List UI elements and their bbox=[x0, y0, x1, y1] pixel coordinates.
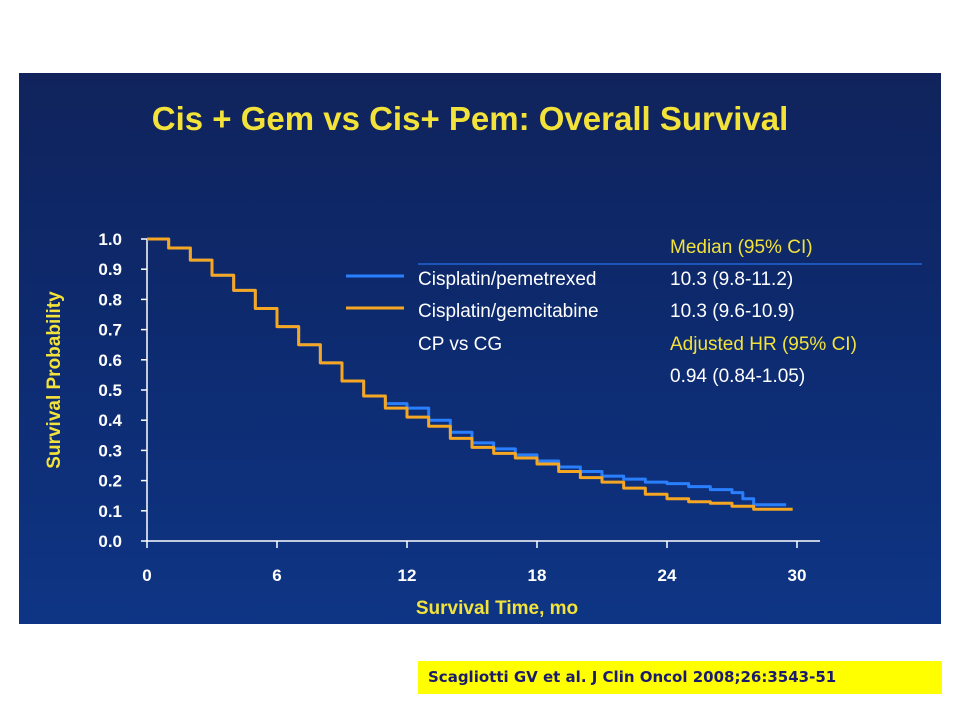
legend-median-gemcitabine: 10.3 (9.6-10.9) bbox=[670, 301, 795, 322]
y-tick-label: 0.3 bbox=[98, 441, 122, 460]
legend-hr-header: Adjusted HR (95% CI) bbox=[670, 334, 857, 355]
y-axis-label: Survival Probability bbox=[44, 291, 65, 469]
y-tick-label: 0.6 bbox=[98, 351, 122, 370]
legend-stats-header: Median (95% CI) bbox=[670, 237, 813, 258]
y-tick-label: 1.0 bbox=[98, 230, 122, 249]
x-tick-label: 18 bbox=[528, 566, 547, 585]
legend: Median (95% CI) Cisplatin/pemetrexed 10.… bbox=[346, 237, 922, 387]
series-line-gemcitabine bbox=[147, 237, 793, 511]
legend-median-pemetrexed: 10.3 (9.8-11.2) bbox=[670, 269, 793, 290]
legend-series-pemetrexed: Cisplatin/pemetrexed bbox=[418, 269, 596, 290]
y-tick-label: 0.2 bbox=[98, 472, 122, 491]
x-tick-label: 30 bbox=[788, 566, 807, 585]
x-axis-label: Survival Time, mo bbox=[416, 598, 578, 619]
y-tick-label: 0.0 bbox=[98, 532, 122, 551]
citation-banner: Scagliotti GV et al. J Clin Oncol 2008;2… bbox=[418, 661, 942, 694]
x-tick-label: 0 bbox=[142, 566, 151, 585]
slide-background bbox=[19, 73, 941, 624]
series-lines bbox=[147, 237, 793, 511]
y-tick-label: 0.8 bbox=[98, 290, 122, 309]
legend-hr-value: 0.94 (0.84-1.05) bbox=[670, 366, 805, 387]
y-tick-label: 0.5 bbox=[98, 381, 122, 400]
x-tick-label: 24 bbox=[658, 566, 677, 585]
x-tick-label: 6 bbox=[272, 566, 281, 585]
y-tick-label: 0.1 bbox=[98, 502, 122, 521]
legend-series-gemcitabine: Cisplatin/gemcitabine bbox=[418, 301, 599, 322]
x-tick-label: 12 bbox=[398, 566, 417, 585]
chart-title: Cis + Gem vs Cis+ Pem: Overall Survival bbox=[151, 100, 789, 137]
legend-comparison-label: CP vs CG bbox=[418, 334, 502, 355]
y-tick-label: 0.7 bbox=[98, 321, 122, 340]
y-tick-labels: 0.0 0.1 0.2 0.3 0.4 0.5 0.6 0.7 0.8 0.9 1.0 bbox=[98, 230, 122, 551]
chart-axes bbox=[141, 238, 820, 548]
y-tick-label: 0.9 bbox=[98, 260, 122, 279]
y-tick-label: 0.4 bbox=[98, 411, 122, 430]
x-tick-labels: 0 6 12 18 24 30 bbox=[142, 566, 806, 585]
